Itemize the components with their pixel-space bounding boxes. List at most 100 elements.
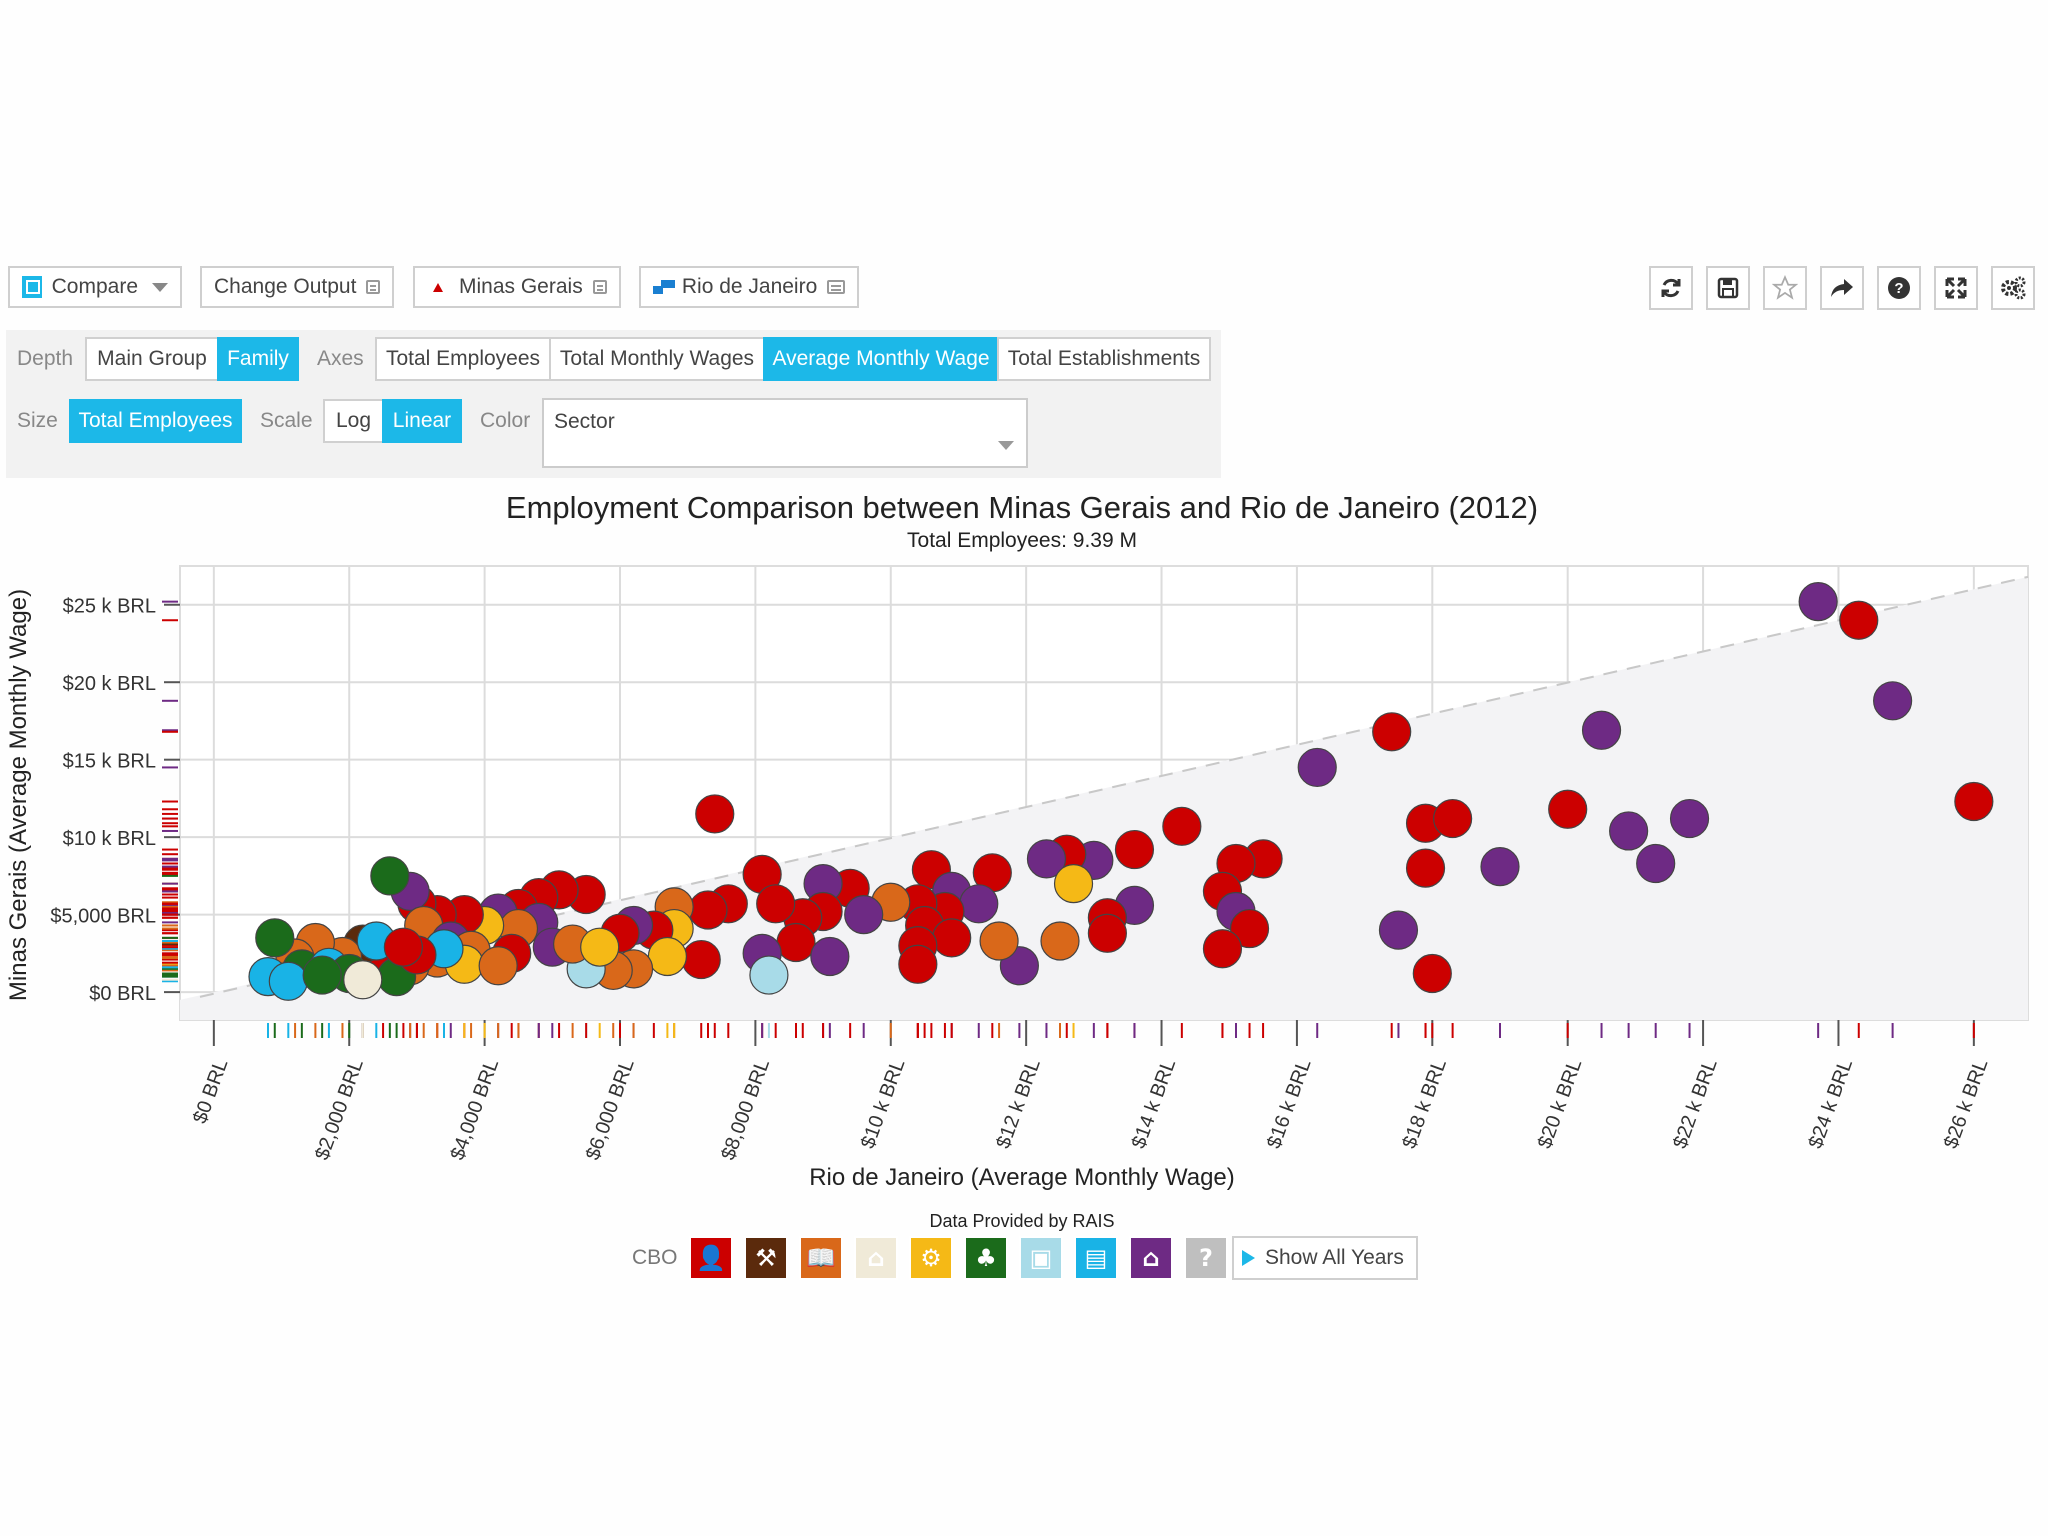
data-point-managers[interactable] [1433,798,1473,839]
x-tick-label: $10 k BRL [857,1056,910,1151]
chart-subtitle: Total Employees: 9.39 M [907,529,1137,552]
data-point-managers[interactable] [1229,908,1270,949]
refresh-icon [1661,278,1681,298]
compare-button[interactable]: Compare [8,266,182,308]
axes-total-monthly-wages-button[interactable]: Total Monthly Wages [549,337,765,381]
legend-item-managers[interactable]: 👤 [689,1236,733,1280]
help-button[interactable]: ? [1877,266,1921,310]
location-a-button[interactable]: Minas Gerais [413,266,621,308]
data-point-managers[interactable] [1087,913,1127,953]
depth-family-button[interactable]: Family [217,337,299,381]
data-point-managers[interactable] [1162,806,1202,846]
data-point-managers[interactable] [688,890,728,930]
legend-item-agriculture[interactable]: ⚙ [909,1236,953,1280]
data-point-production[interactable] [302,955,342,995]
data-point-professionals[interactable] [979,921,1019,961]
data-point-managers[interactable] [898,944,938,984]
x-tick-label: $2,000 BRL [311,1056,368,1163]
data-point-production[interactable] [370,856,410,896]
x-tick-label: $14 k BRL [1128,1056,1181,1151]
legend-item-maintenance[interactable]: ▣ [1019,1236,1063,1280]
depth-label: Depth [17,347,74,370]
location-b-label: Rio de Janeiro [681,275,818,298]
y-axis-label: Minas Gerais (Average Monthly Wage) [5,589,32,1001]
axes-total-employees-button[interactable]: Total Employees [375,337,551,381]
data-point-managers[interactable] [383,927,423,967]
settings-button[interactable] [1991,266,2035,310]
data-point-military[interactable] [1798,582,1838,622]
data-point-military[interactable] [844,895,884,935]
data-point-military[interactable] [1636,843,1676,884]
legend-item-professionals[interactable]: 📖 [799,1236,843,1280]
save-button[interactable] [1706,266,1750,310]
data-point-managers[interactable] [695,794,735,834]
data-point-military[interactable] [1297,747,1337,788]
color-select-value: Sector [554,410,615,433]
data-point-managers[interactable] [1548,789,1588,829]
scale-linear-button[interactable]: Linear [382,399,462,443]
data-point-military[interactable] [810,936,850,977]
data-point-managers[interactable] [1412,953,1452,994]
favorite-button[interactable] [1763,266,1807,310]
data-point-managers[interactable] [1114,829,1155,870]
data-point-managers[interactable] [1202,929,1243,969]
data-point-military[interactable] [1581,710,1622,750]
data-point-agriculture[interactable] [580,927,620,967]
data-point-admin[interactable] [268,961,308,1001]
legend-item-services[interactable]: ⌂ [854,1236,898,1280]
data-point-military[interactable] [1026,839,1067,879]
data-point-managers[interactable] [1372,712,1412,752]
axes-average-monthly-wage-button[interactable]: Average Monthly Wage [763,337,999,381]
legend-item-admin[interactable]: ▤ [1074,1236,1118,1280]
data-point-military[interactable] [1669,798,1710,839]
data-point-managers[interactable] [1839,600,1879,640]
data-point-production[interactable] [255,918,295,958]
x-tick-label: $22 k BRL [1669,1056,1722,1151]
data-point-managers[interactable] [932,918,972,958]
source-note: Data Provided by RAIS [929,1211,1114,1231]
show-all-years-button[interactable]: Show All Years [1232,1236,1418,1280]
data-point-maintenance[interactable] [749,955,789,995]
data-point-professionals[interactable] [1040,921,1080,961]
data-point-managers[interactable] [1405,848,1446,888]
data-point-managers[interactable] [776,922,816,963]
change-output-button[interactable]: Change Output [200,266,394,308]
scale-log-button[interactable]: Log [323,399,384,443]
y-tick-label: $0 BRL [89,983,156,1005]
legend-item-military[interactable]: ⌂ [1129,1236,1173,1280]
data-point-military[interactable] [1480,847,1520,887]
x-tick-label: $8,000 BRL [717,1056,774,1163]
person-icon: 👤 [696,1244,726,1272]
trees-icon: ♣ [975,1244,997,1272]
cake-icon: ⌂ [867,1244,885,1272]
data-point-services[interactable] [343,960,383,1000]
change-output-label: Change Output [214,275,357,298]
size-total-employees-button[interactable]: Total Employees [69,399,242,443]
data-point-managers[interactable] [756,884,796,924]
axes-total-establishments-button[interactable]: Total Establishments [997,337,1211,381]
box-icon: ▣ [1029,1244,1053,1272]
color-select[interactable]: Sector [542,398,1028,468]
legend-item-unknown[interactable]: ? [1184,1236,1228,1280]
data-point-managers[interactable] [681,939,721,980]
data-point-military[interactable] [1609,811,1649,851]
x-tick-label: $12 k BRL [992,1056,1045,1151]
data-point-agriculture[interactable] [1053,864,1094,904]
x-tick-label: $16 k BRL [1263,1056,1316,1151]
axes-label: Axes [317,347,364,370]
location-a-label: Minas Gerais [459,275,583,298]
data-point-military[interactable] [1378,910,1419,950]
data-point-military[interactable] [959,884,999,924]
fullscreen-button[interactable] [1934,266,1978,310]
depth-main-group-button[interactable]: Main Group [85,337,219,381]
data-point-agriculture[interactable] [647,936,687,977]
data-point-managers[interactable] [1954,781,1994,822]
data-point-professionals[interactable] [478,946,518,986]
legend-item-production[interactable]: ♣ [964,1236,1008,1280]
data-point-military[interactable] [1873,681,1913,721]
legend-item-technicians[interactable]: ⚒ [744,1236,788,1280]
share-button[interactable] [1820,266,1864,310]
refresh-button[interactable] [1649,266,1693,310]
gears-icon: ⚙ [920,1244,942,1272]
location-b-button[interactable]: Rio de Janeiro [639,266,859,308]
